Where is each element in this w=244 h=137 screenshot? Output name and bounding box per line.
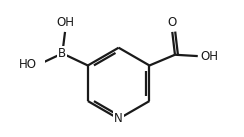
Text: OH: OH bbox=[201, 50, 218, 63]
Text: B: B bbox=[58, 47, 66, 60]
Text: N: N bbox=[114, 112, 123, 125]
Text: HO: HO bbox=[19, 58, 37, 71]
Text: O: O bbox=[168, 16, 177, 29]
Text: OH: OH bbox=[56, 16, 74, 29]
